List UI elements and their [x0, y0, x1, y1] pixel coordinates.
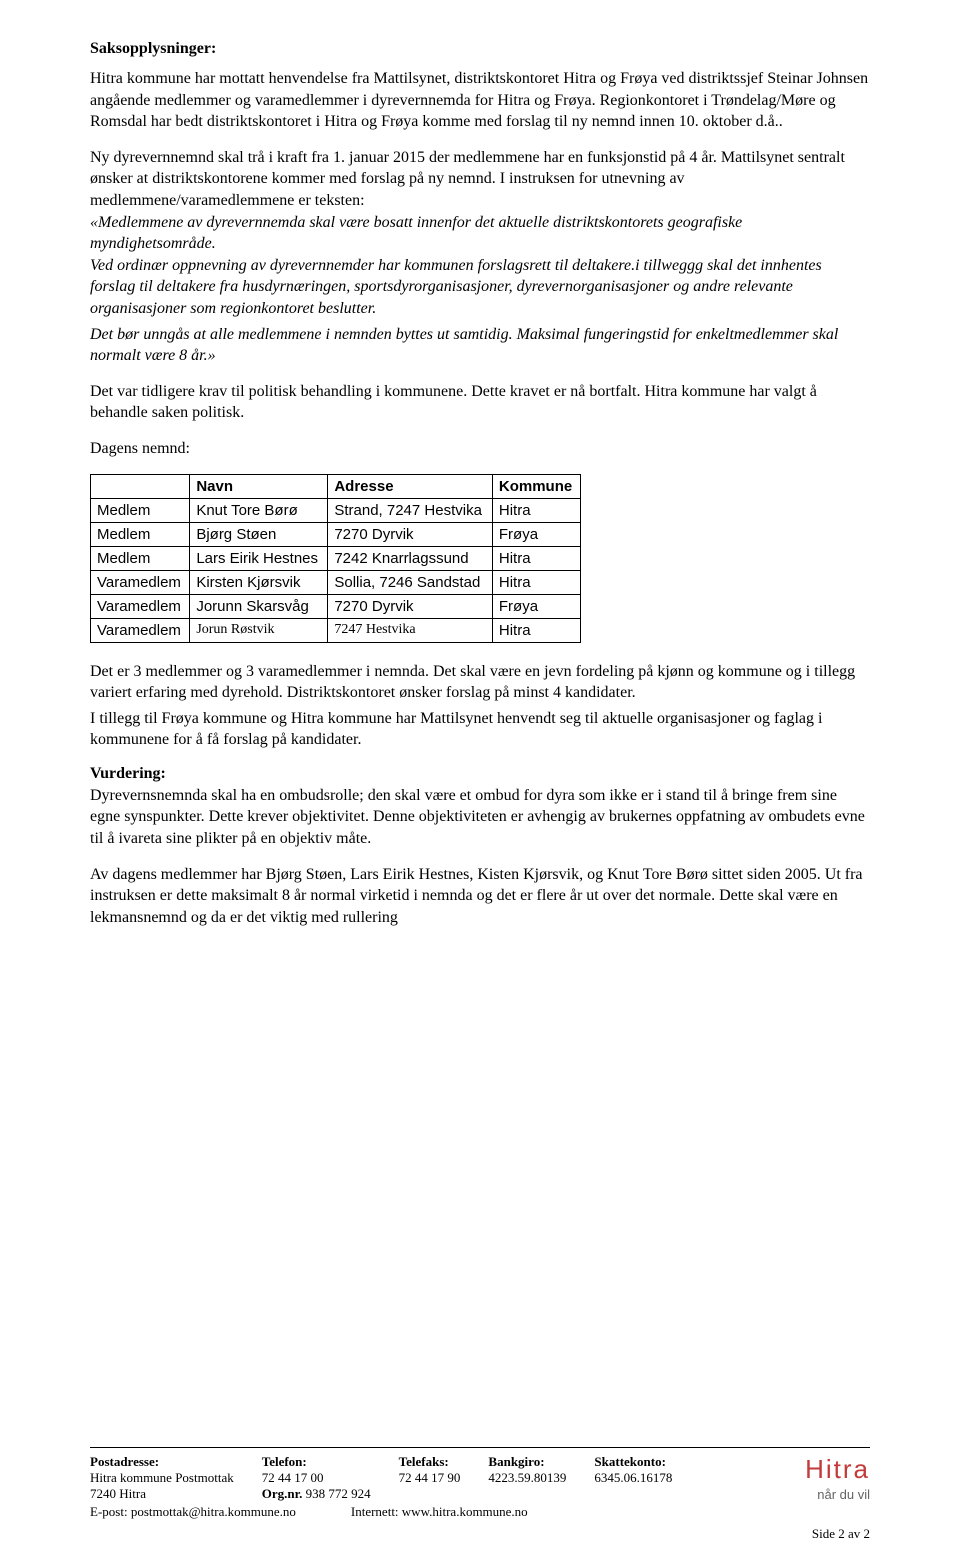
- cell-navn: Bjørg Støen: [190, 522, 328, 546]
- value-orgnr-num: 938 772 924: [306, 1486, 371, 1501]
- table-header-adresse: Adresse: [328, 474, 493, 498]
- table-header-row: Navn Adresse Kommune: [91, 474, 581, 498]
- cell-role: Medlem: [91, 498, 190, 522]
- value-orgnr: Org.nr. 938 772 924: [262, 1486, 371, 1502]
- value-internett: www.hitra.kommune.no: [402, 1504, 528, 1519]
- table-row: Medlem Knut Tore Børø Strand, 7247 Hestv…: [91, 498, 581, 522]
- value-telefaks: 72 44 17 90: [399, 1470, 461, 1486]
- table-row: Varamedlem Kirsten Kjørsvik Sollia, 7246…: [91, 570, 581, 594]
- label-internett: Internett:: [351, 1504, 399, 1519]
- cell-adresse: 7247 Hestvika: [328, 618, 493, 642]
- paragraph: Av dagens medlemmer har Bjørg Støen, Lar…: [90, 864, 870, 929]
- footer-col-postadresse: Postadresse: Hitra kommune Postmottak 72…: [90, 1454, 234, 1502]
- label-telefon: Telefon:: [262, 1454, 371, 1470]
- cell-role: Varamedlem: [91, 594, 190, 618]
- label-skattekonto: Skattekonto:: [594, 1454, 672, 1470]
- heading-saksopplysninger: Saksopplysninger:: [90, 40, 870, 58]
- quote-text: «Medlemmene av dyrevernnemda skal være b…: [90, 214, 742, 253]
- cell-role: Medlem: [91, 522, 190, 546]
- table-row: Varamedlem Jorunn Skarsvåg 7270 Dyrvik F…: [91, 594, 581, 618]
- footer-internett: Internett: www.hitra.kommune.no: [351, 1504, 528, 1520]
- value-skattekonto: 6345.06.16178: [594, 1470, 672, 1486]
- table-row: Medlem Lars Eirik Hestnes 7242 Knarrlags…: [91, 546, 581, 570]
- quote-text: Det bør unngås at alle medlemmene i nemn…: [90, 324, 870, 367]
- cell-kommune: Hitra: [492, 570, 581, 594]
- document-page: Saksopplysninger: Hitra kommune har mott…: [0, 0, 960, 1548]
- footer-col-telefon: Telefon: 72 44 17 00 Org.nr. 938 772 924: [262, 1454, 371, 1502]
- cell-navn: Lars Eirik Hestnes: [190, 546, 328, 570]
- paragraph: Det var tidligere krav til politisk beha…: [90, 381, 870, 424]
- value-bankgiro: 4223.59.80139: [488, 1470, 566, 1486]
- cell-adresse: 7242 Knarrlagssund: [328, 546, 493, 570]
- heading-vurdering: Vurdering:: [90, 765, 870, 783]
- table-header-navn: Navn: [190, 474, 328, 498]
- heading-dagens-nemnd: Dagens nemnd:: [90, 438, 870, 460]
- footer-left: Postadresse: Hitra kommune Postmottak 72…: [90, 1454, 672, 1520]
- cell-navn: Kirsten Kjørsvik: [190, 570, 328, 594]
- nemnd-table: Navn Adresse Kommune Medlem Knut Tore Bø…: [90, 474, 581, 643]
- value-epost: postmottak@hitra.kommune.no: [131, 1504, 296, 1519]
- label-bankgiro: Bankgiro:: [488, 1454, 566, 1470]
- cell-navn: Jorunn Skarsvåg: [190, 594, 328, 618]
- cell-navn: Knut Tore Børø: [190, 498, 328, 522]
- footer-columns: Postadresse: Hitra kommune Postmottak 72…: [90, 1454, 672, 1502]
- text: Ny dyrevernnemnd skal trå i kraft fra 1.…: [90, 149, 845, 209]
- footer-logo: Hitra når du vil: [805, 1454, 870, 1502]
- cell-kommune: Hitra: [492, 498, 581, 522]
- cell-role: Varamedlem: [91, 570, 190, 594]
- footer-epost: E-post: postmottak@hitra.kommune.no: [90, 1504, 296, 1520]
- quote-text: Ved ordinær oppnevning av dyrevernnemder…: [90, 257, 822, 317]
- slogan-text: når du vil: [805, 1487, 870, 1502]
- table-row: Varamedlem Jorun Røstvik 7247 Hestvika H…: [91, 618, 581, 642]
- footer-col-telefaks: Telefaks: 72 44 17 90: [399, 1454, 461, 1502]
- cell-adresse: 7270 Dyrvik: [328, 522, 493, 546]
- label-telefaks: Telefaks:: [399, 1454, 461, 1470]
- label-epost: E-post:: [90, 1504, 128, 1519]
- cell-kommune: Frøya: [492, 594, 581, 618]
- cell-kommune: Hitra: [492, 618, 581, 642]
- table-header-kommune: Kommune: [492, 474, 581, 498]
- footer-line2: E-post: postmottak@hitra.kommune.no Inte…: [90, 1504, 672, 1520]
- value-telefon: 72 44 17 00: [262, 1470, 371, 1486]
- label-postadresse: Postadresse:: [90, 1454, 234, 1470]
- brand-text: Hitra: [805, 1454, 870, 1485]
- cell-kommune: Hitra: [492, 546, 581, 570]
- cell-kommune: Frøya: [492, 522, 581, 546]
- footer-col-skattekonto: Skattekonto: 6345.06.16178: [594, 1454, 672, 1502]
- paragraph: Hitra kommune har mottatt henvendelse fr…: [90, 68, 870, 133]
- table-header-blank: [91, 474, 190, 498]
- paragraph: Dyrevernsnemnda skal ha en ombudsrolle; …: [90, 785, 870, 850]
- cell-role: Varamedlem: [91, 618, 190, 642]
- table-row: Medlem Bjørg Støen 7270 Dyrvik Frøya: [91, 522, 581, 546]
- cell-adresse: Sollia, 7246 Sandstad: [328, 570, 493, 594]
- footer: Postadresse: Hitra kommune Postmottak 72…: [90, 1447, 870, 1520]
- cell-adresse: 7270 Dyrvik: [328, 594, 493, 618]
- paragraph: Ny dyrevernnemnd skal trå i kraft fra 1.…: [90, 147, 870, 320]
- paragraph: I tillegg til Frøya kommune og Hitra kom…: [90, 708, 870, 751]
- footer-col-bankgiro: Bankgiro: 4223.59.80139: [488, 1454, 566, 1502]
- cell-role: Medlem: [91, 546, 190, 570]
- value-postadresse2: 7240 Hitra: [90, 1486, 234, 1502]
- cell-adresse: Strand, 7247 Hestvika: [328, 498, 493, 522]
- label-orgnr: Org.nr.: [262, 1486, 303, 1501]
- page-number: Side 2 av 2: [812, 1526, 870, 1542]
- cell-navn: Jorun Røstvik: [190, 618, 328, 642]
- paragraph: Det er 3 medlemmer og 3 varamedlemmer i …: [90, 661, 870, 704]
- value-postadresse1: Hitra kommune Postmottak: [90, 1470, 234, 1486]
